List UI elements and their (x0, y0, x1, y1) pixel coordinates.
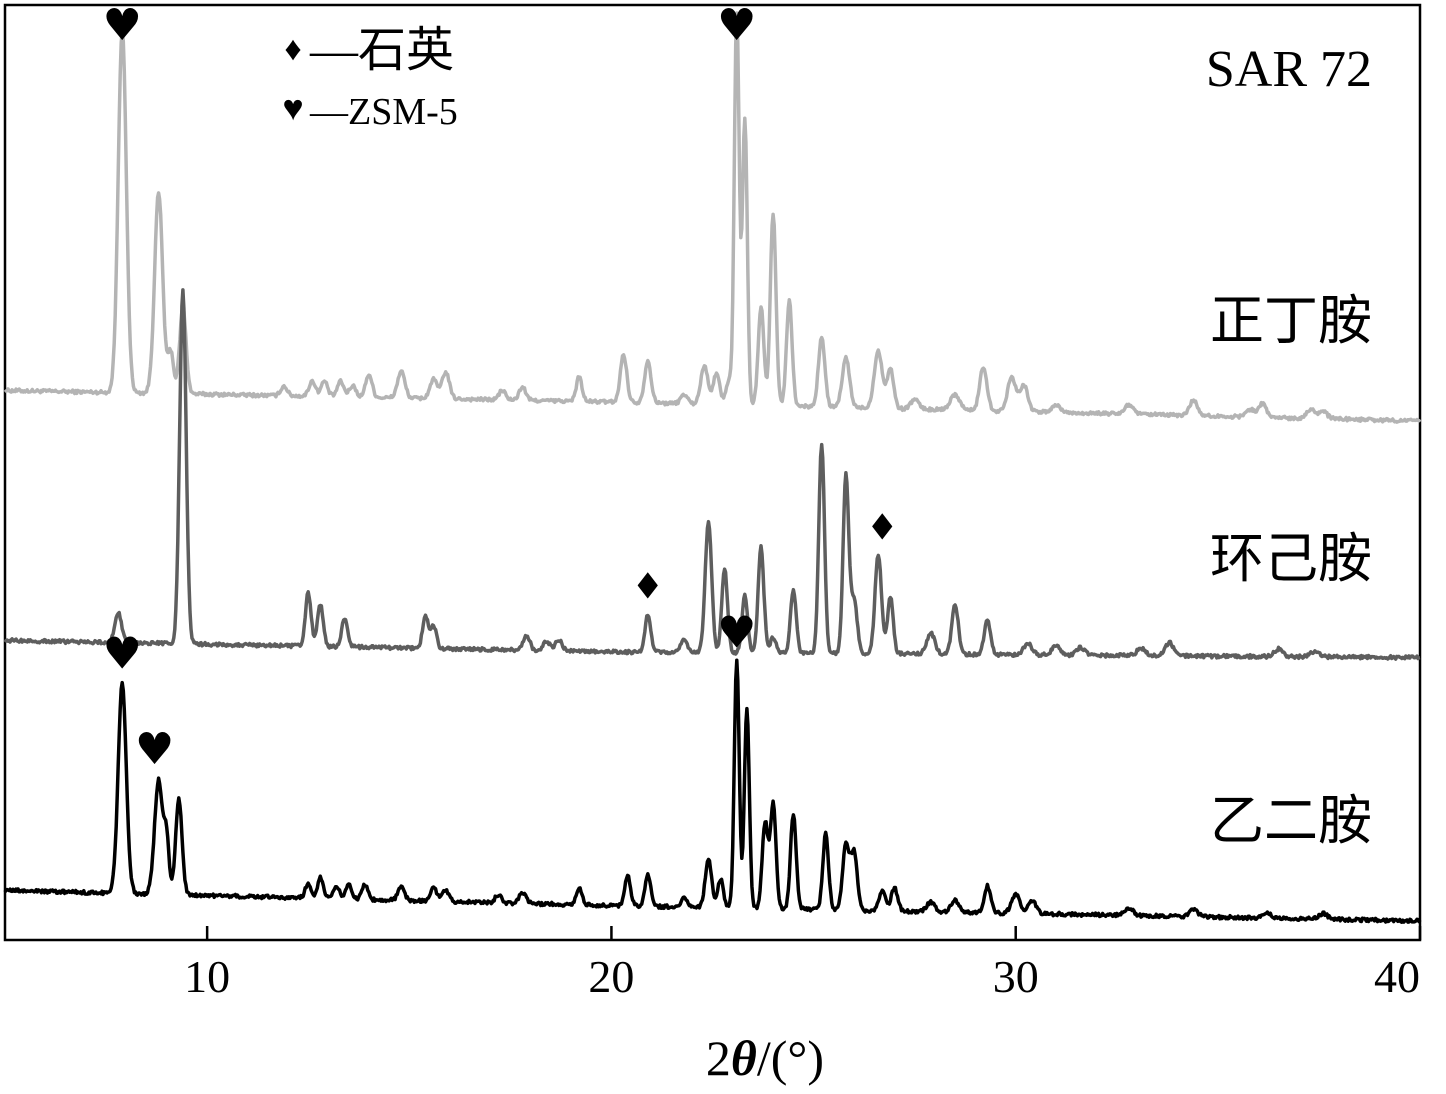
x-axis-label-prefix: 2 (706, 1030, 731, 1086)
series-layer (3, 11, 1422, 924)
legend-label-quartz: —石英 (309, 24, 454, 77)
quartz-peak-marker: ♦ (632, 566, 664, 607)
x-axis-label: 2θ/(°) (706, 1030, 824, 1086)
series-label: 正丁胺 (1210, 289, 1372, 352)
x-tick-label: 10 (184, 951, 230, 1002)
zsm5-peak-marker: ♥ (717, 607, 756, 658)
legend-label-zsm5: —ZSM-5 (309, 91, 458, 133)
series-line (3, 658, 1422, 924)
x-axis-label-suffix: /(°) (757, 1030, 824, 1086)
x-tick-label: 20 (588, 951, 634, 1002)
series-label: 环己胺 (1210, 527, 1372, 590)
legend-symbol-zsm5: ♥ (282, 88, 303, 128)
x-axis-ticks: 10 20 30 40 (184, 926, 1422, 1002)
plot-frame (3, 3, 1422, 942)
series-line (3, 288, 1421, 661)
peak-markers: ♥ ♥ ♦ ♦ ♥ ♥ ♥ (103, 0, 899, 775)
x-tick-label: 30 (993, 951, 1039, 1002)
legend: ♦ —石英 ♥ —ZSM-5 (282, 24, 457, 133)
zsm5-peak-marker: ♥ (103, 0, 142, 51)
zsm5-peak-marker: ♥ (717, 0, 756, 51)
series-label: 乙二胺 (1210, 789, 1372, 852)
x-tick-label: 40 (1374, 951, 1420, 1002)
x-axis-label-symbol: θ (731, 1030, 757, 1086)
zsm5-peak-marker: ♥ (103, 628, 142, 679)
legend-symbol-quartz: ♦ (284, 31, 301, 68)
chart-title: SAR 72 (1206, 41, 1372, 98)
series-line (3, 11, 1422, 424)
quartz-peak-marker: ♦ (866, 507, 898, 548)
zsm5-peak-marker: ♥ (135, 724, 174, 775)
